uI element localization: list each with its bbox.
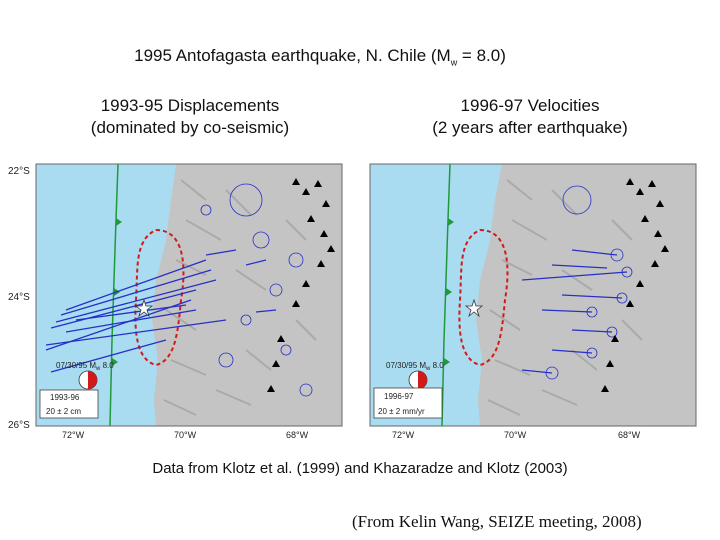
frame-border: [35, 163, 343, 427]
scale-box: 1993-96 20 ± 2 cm: [39, 389, 99, 419]
lon-label-68: 68°W: [286, 430, 309, 440]
land: [152, 164, 342, 426]
scale-period: 1996-97: [384, 392, 414, 401]
event-label-sub: w: [425, 366, 431, 372]
event-label-val: 8.0: [430, 361, 444, 370]
scale-box: 1996-97 20 ± 2 mm/yr: [373, 387, 443, 419]
volcano-triangles: [267, 178, 335, 392]
lon-label-72: 72°W: [62, 430, 85, 440]
rupture-zone: [134, 228, 185, 367]
trench-line: [109, 163, 119, 427]
event-label-sub: w: [95, 366, 101, 372]
data-credit: Data from Klotz et al. (1999) and Khazar…: [152, 460, 568, 477]
lat-label-22: 22°S: [8, 166, 30, 177]
right-heading-line1: 1996-97 Velocities: [460, 96, 600, 115]
scale-value: 20 ± 2 cm: [46, 407, 81, 416]
lon-label-70: 70°W: [504, 430, 527, 440]
trench-line: [441, 163, 451, 427]
volcano-triangles: [601, 178, 669, 392]
epicenter-star: [464, 298, 484, 318]
left-heading: 1993-95 Displacements (dominated by co-s…: [50, 95, 330, 139]
trench-teeth: [444, 218, 454, 366]
error-ellipses: [200, 183, 313, 397]
right-heading: 1996-97 Velocities (2 years after earthq…: [390, 95, 670, 139]
relief: [163, 179, 317, 416]
left-heading-line2: (dominated by co-seismic): [90, 118, 290, 137]
title-text: 1995 Antofagasta earthquake, N. Chile (M: [134, 46, 451, 65]
scale-period: 1993-96: [50, 393, 80, 402]
title-suffix: = 8.0): [457, 46, 506, 65]
focal-mechanism: [78, 370, 98, 390]
epicenter-star: [134, 298, 154, 318]
right-heading-line2: (2 years after earthquake): [432, 118, 628, 137]
frame-border: [369, 163, 697, 427]
velocity-vectors: [521, 249, 628, 374]
event-label: 07/30/95 Mw 8.0: [56, 361, 114, 372]
event-label-val: 8.0: [100, 361, 114, 370]
left-heading-line1: 1993-95 Displacements: [100, 96, 280, 115]
event-label: 07/30/95 Mw 8.0: [386, 361, 444, 372]
right-map: 07/30/95 Mw 8.0 1996-97 20 ± 2 mm/yr 72°…: [369, 163, 697, 440]
focal-mechanism: [408, 370, 428, 390]
land: [476, 164, 696, 426]
event-label-text: 07/30/95 M: [56, 361, 96, 370]
lat-label-26: 26°S: [8, 420, 30, 431]
displacement-vectors: [45, 249, 277, 373]
event-label-text: 07/30/95 M: [386, 361, 426, 370]
slide-title: 1995 Antofagasta earthquake, N. Chile (M…: [0, 46, 640, 67]
lon-label-68: 68°W: [618, 430, 641, 440]
lat-label-24: 24°S: [8, 292, 30, 303]
rupture-zone: [458, 228, 509, 367]
lon-label-70: 70°W: [174, 430, 197, 440]
source-citation: (From Kelin Wang, SEIZE meeting, 2008): [352, 512, 642, 531]
relief: [487, 179, 643, 416]
title-subscript: w: [450, 57, 458, 68]
scale-value: 20 ± 2 mm/yr: [378, 407, 425, 416]
left-map: 22°S 24°S 26°S: [8, 163, 343, 440]
error-ellipses: [545, 185, 633, 380]
lon-label-72: 72°W: [392, 430, 415, 440]
